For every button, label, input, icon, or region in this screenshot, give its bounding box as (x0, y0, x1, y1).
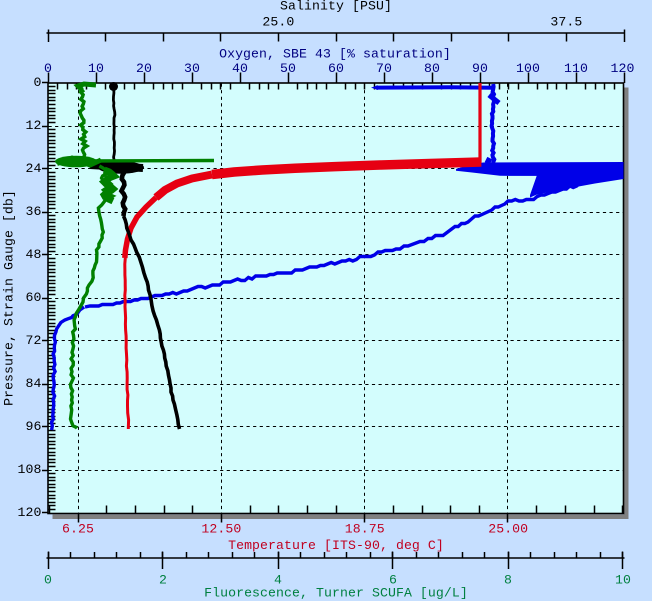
svg-text:6.25: 6.25 (62, 521, 94, 536)
svg-text:100: 100 (516, 61, 540, 76)
svg-text:0: 0 (34, 75, 42, 90)
svg-text:Oxygen, SBE 43 [% saturation]: Oxygen, SBE 43 [% saturation] (219, 47, 451, 62)
svg-text:24: 24 (26, 161, 42, 176)
svg-text:Salinity [PSU]: Salinity [PSU] (280, 0, 392, 14)
svg-text:96: 96 (26, 419, 42, 434)
svg-text:36: 36 (26, 204, 42, 219)
svg-text:10: 10 (88, 61, 104, 76)
svg-text:70: 70 (376, 61, 392, 76)
svg-text:0: 0 (44, 573, 52, 588)
svg-text:2: 2 (159, 573, 167, 588)
svg-text:Temperature [ITS-90, deg C]: Temperature [ITS-90, deg C] (228, 538, 444, 553)
svg-text:25.00: 25.00 (488, 521, 528, 536)
svg-text:Pressure, Strain Gauge [db]: Pressure, Strain Gauge [db] (2, 190, 17, 406)
svg-text:84: 84 (26, 376, 42, 391)
svg-text:30: 30 (184, 61, 200, 76)
svg-text:110: 110 (564, 61, 588, 76)
svg-text:80: 80 (424, 61, 440, 76)
svg-text:4: 4 (274, 573, 282, 588)
svg-text:40: 40 (232, 61, 248, 76)
svg-text:25.0: 25.0 (262, 14, 294, 29)
svg-text:Fluorescence, Turner SCUFA [ug: Fluorescence, Turner SCUFA [ug/L] (204, 586, 468, 601)
svg-text:6: 6 (389, 573, 397, 588)
svg-text:48: 48 (26, 247, 42, 262)
svg-text:12.50: 12.50 (201, 521, 241, 536)
svg-text:72: 72 (26, 333, 42, 348)
svg-text:0: 0 (44, 61, 52, 76)
svg-text:8: 8 (504, 573, 512, 588)
svg-text:60: 60 (26, 290, 42, 305)
svg-text:10: 10 (615, 573, 631, 588)
svg-text:37.5: 37.5 (550, 14, 582, 29)
svg-text:90: 90 (472, 61, 488, 76)
svg-text:108: 108 (18, 462, 42, 477)
svg-text:18.75: 18.75 (345, 521, 385, 536)
svg-text:20: 20 (136, 61, 152, 76)
svg-text:120: 120 (611, 61, 635, 76)
svg-text:60: 60 (328, 61, 344, 76)
svg-text:12: 12 (26, 118, 42, 133)
svg-text:50: 50 (280, 61, 296, 76)
svg-text:120: 120 (18, 505, 42, 520)
